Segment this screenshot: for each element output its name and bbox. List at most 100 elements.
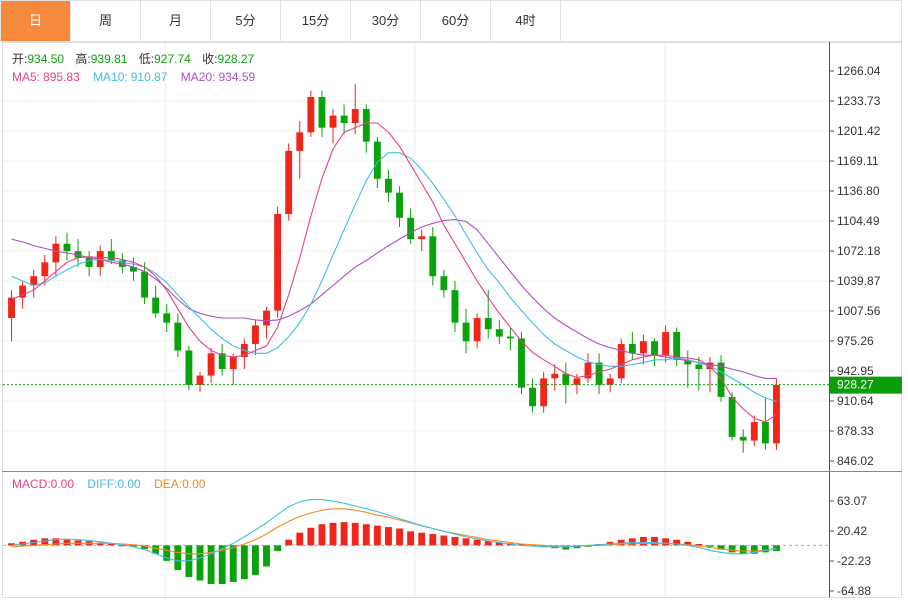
candles: [8, 84, 780, 453]
chart-frame: [2, 42, 902, 598]
macd-bar-40: [451, 536, 459, 546]
price-tick-0: 1266.04: [837, 64, 881, 78]
candle-body-62: [695, 364, 703, 370]
macd-bar-58: [651, 536, 658, 546]
macd-bar-17: [196, 545, 204, 581]
macd-bar-56: [628, 538, 636, 546]
tab-4[interactable]: 15分: [281, 1, 351, 41]
price-tick-12: 878.33: [837, 424, 874, 438]
ma10-line: [11, 152, 777, 403]
candle-body-51: [573, 378, 581, 385]
candle-body-36: [407, 217, 415, 240]
tab-0[interactable]: 日: [1, 1, 71, 41]
macd-bar-59: [662, 538, 670, 546]
macd-bar-0: [8, 543, 15, 546]
candle-body-30: [340, 115, 348, 124]
candle-body-16: [185, 350, 193, 385]
candle-body-20: [229, 357, 237, 370]
macd-bar-67: [750, 545, 758, 554]
price-tick-11: 910.64: [837, 394, 874, 408]
tab-2[interactable]: 月: [141, 1, 211, 41]
macd-bar-20: [229, 545, 237, 582]
macd-bar-46: [518, 543, 525, 546]
macd-bar-29: [329, 522, 337, 546]
tab-1[interactable]: 周: [71, 1, 141, 41]
candle-body-33: [373, 141, 381, 179]
macd-bar-64: [717, 545, 725, 550]
candle-body-37: [418, 236, 426, 240]
tab-5[interactable]: 30分: [351, 1, 421, 41]
macd-bar-3: [41, 538, 49, 546]
candle-body-57: [639, 341, 647, 354]
price-tick-10: 942.95: [837, 364, 874, 378]
macd-bar-28: [318, 524, 326, 546]
dea-line: [11, 508, 777, 555]
macd-bar-24: [274, 545, 282, 551]
close-label: 收:: [202, 52, 217, 66]
price-tick-6: 1072.18: [837, 244, 881, 258]
tab-3[interactable]: 5分: [211, 1, 281, 41]
candle-body-58: [651, 341, 658, 356]
ma5-label: MA5:: [12, 70, 40, 84]
macd-bar-42: [473, 539, 481, 546]
candle-body-34: [385, 178, 392, 193]
candle-body-24: [274, 214, 282, 311]
candle-body-42: [473, 318, 481, 342]
macd-bar-52: [584, 545, 592, 547]
macd-bar-12: [141, 545, 149, 549]
candle-body-61: [684, 359, 692, 365]
macd-value: 0.00: [51, 477, 75, 491]
macd-bar-15: [174, 545, 182, 570]
ma20-line: [11, 219, 777, 379]
macd-bar-31: [351, 522, 359, 546]
macd-bar-4: [52, 538, 60, 546]
grid: [3, 42, 829, 597]
candle-body-56: [628, 344, 636, 354]
macd-bar-38: [429, 534, 437, 546]
candle-body-13: [152, 297, 160, 314]
candle-body-19: [218, 353, 226, 370]
tab-6[interactable]: 60分: [421, 1, 491, 41]
tab-7[interactable]: 4时: [491, 1, 561, 41]
moving-averages: [3, 122, 829, 423]
macd-bar-36: [407, 531, 415, 546]
candle-body-7: [85, 257, 93, 267]
macd-bar-22: [251, 545, 259, 575]
macd-bar-21: [240, 545, 248, 580]
macd-tick-2: -22.23: [837, 554, 871, 568]
macd-tick-3: -64.88: [837, 584, 871, 598]
macd-bar-66: [739, 545, 747, 554]
period-tabs: 日周月 5分 15分 30分 60分 4时: [0, 0, 902, 42]
macd-bar-55: [617, 539, 625, 546]
ma20-label: MA20:: [181, 70, 216, 84]
macd-bar-33: [373, 525, 381, 546]
candle-body-14: [163, 313, 171, 323]
candle-body-5: [63, 243, 71, 252]
candle-body-11: [130, 266, 137, 272]
ma10-value: 910.87: [131, 70, 168, 84]
candle-body-52: [584, 362, 592, 379]
candle-body-27: [307, 97, 315, 133]
diff-label: DIFF:: [87, 477, 117, 491]
candle-body-49: [551, 373, 559, 379]
candle-body-40: [451, 290, 459, 323]
macd-bar-9: [107, 543, 115, 546]
macd-bar-63: [706, 545, 714, 547]
current-price-tag: [830, 376, 902, 394]
low-value: 927.74: [154, 52, 191, 66]
price-tick-5: 1104.49: [837, 214, 880, 228]
macd-bar-19: [218, 545, 226, 585]
macd-bar-57: [639, 536, 647, 546]
macd-bar-65: [728, 545, 736, 553]
price-tick-2: 1201.42: [837, 124, 881, 138]
ma-info: MA5: 895.83 MA10: 910.87 MA20: 934.59: [12, 70, 256, 84]
candle-body-28: [318, 97, 326, 128]
macd-bar-8: [96, 542, 104, 546]
macd-bar-62: [695, 543, 703, 546]
macd-bar-34: [385, 527, 392, 546]
candle-body-4: [52, 243, 60, 263]
candle-body-45: [506, 336, 514, 339]
candle-body-55: [617, 344, 625, 379]
macd-bar-14: [163, 545, 171, 561]
price-tick-8: 1007.56: [837, 304, 881, 318]
